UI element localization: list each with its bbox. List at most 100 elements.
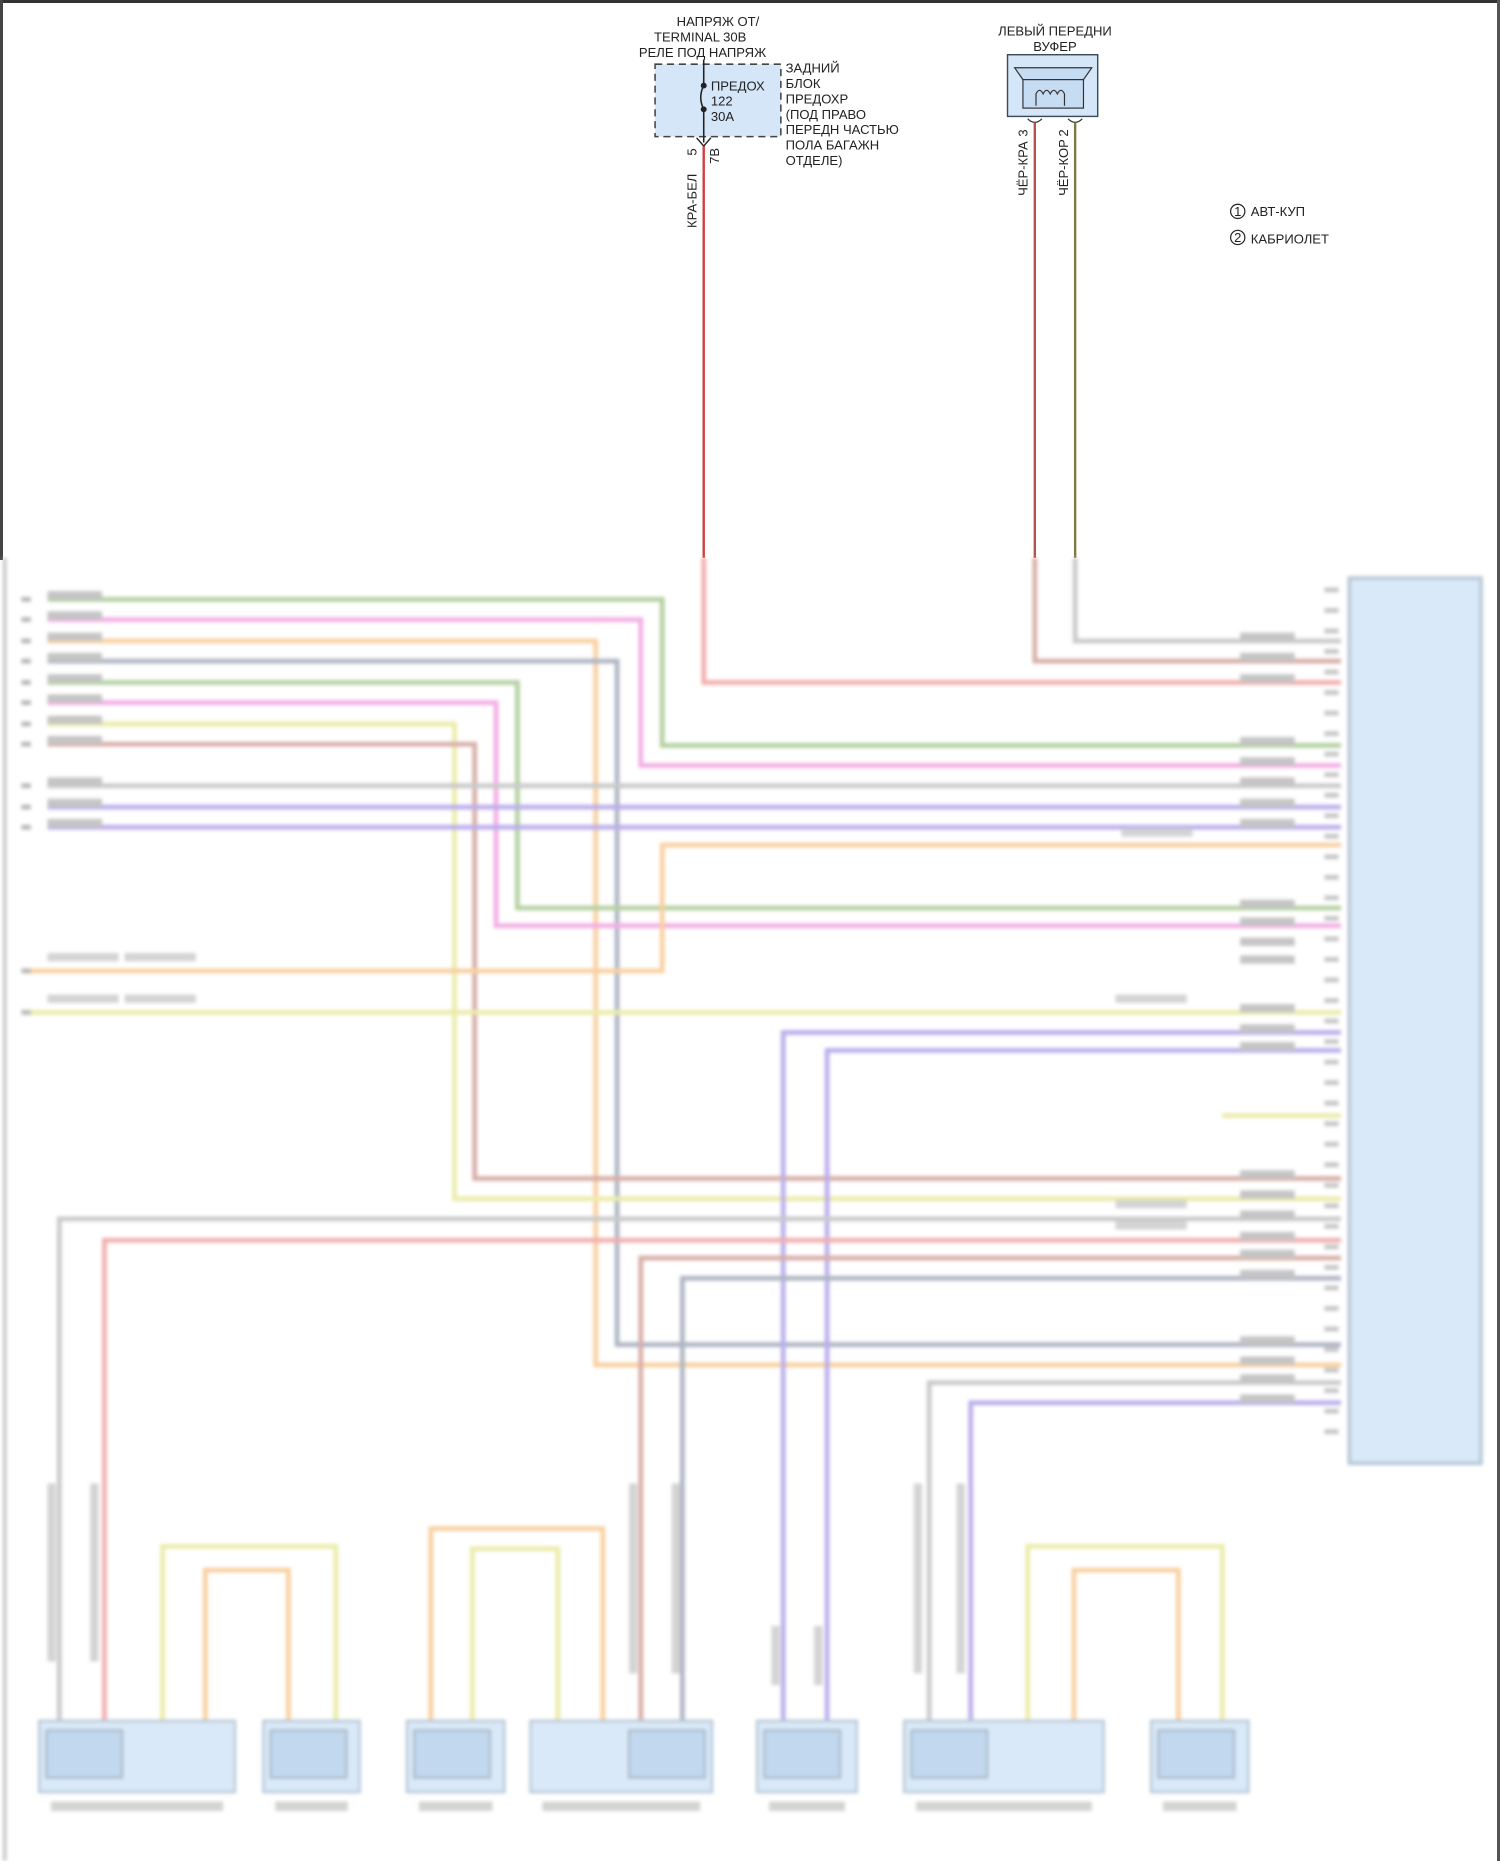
legend-marker-1 xyxy=(1230,203,1246,220)
legend-num-1: 1 xyxy=(1234,204,1241,219)
block-label-line: ПРЕДОХР xyxy=(786,91,849,106)
wire-26 xyxy=(160,1544,339,1721)
connector-pin xyxy=(1324,587,1339,593)
wire-12 xyxy=(23,842,1341,974)
wire-6 xyxy=(47,700,1341,929)
harness-pin xyxy=(21,783,31,789)
connector-pin xyxy=(1324,1121,1339,1127)
wire-label-blurred xyxy=(1240,955,1295,964)
connector-pin xyxy=(1324,690,1339,695)
blurred-harness-section xyxy=(2,557,1483,1861)
wire-label-blurred xyxy=(47,1483,56,1662)
component-label-blurred xyxy=(1162,1801,1237,1812)
wire-label-blurred xyxy=(1240,1374,1295,1383)
speaker-wire-label-1: ЧЁР-КРА xyxy=(1016,141,1031,196)
connector-pin xyxy=(1324,1244,1339,1250)
wire-label-blurred xyxy=(1240,1394,1295,1403)
connector-pin xyxy=(1324,1326,1339,1332)
component-label-blurred xyxy=(418,1801,493,1812)
wire-label-blurred xyxy=(1240,917,1295,926)
speaker-pin-3: 3 xyxy=(1016,129,1031,136)
wire-label-blurred xyxy=(1240,1231,1295,1241)
wire-label-blurred xyxy=(1240,632,1295,641)
wire-4 xyxy=(47,658,1341,1348)
wire-label-blurred xyxy=(47,777,103,786)
connector-pin xyxy=(1324,936,1339,942)
wire-label-blurred xyxy=(1240,1170,1295,1179)
wire-18 xyxy=(1072,557,1341,644)
connector-pin xyxy=(1324,1306,1339,1311)
wire-15 xyxy=(824,1047,1341,1721)
wire-label-blurred xyxy=(1240,1210,1295,1219)
component-label-blurred xyxy=(916,1801,1092,1812)
connector-pin xyxy=(1324,977,1339,983)
connector-pin xyxy=(1324,1203,1339,1209)
block-label-line: (ПОД ПРАВО xyxy=(786,107,866,122)
legend: 1 АВТ-КУП 2 КАБРИОЛЕТ xyxy=(1230,203,1329,246)
wire-label-blurred xyxy=(1240,1356,1295,1365)
wire-label-blurred xyxy=(1240,737,1295,746)
wire-label-blurred xyxy=(1240,899,1295,908)
harness-wires xyxy=(21,557,1341,1721)
harness-pin xyxy=(21,968,31,974)
wire-label-blurred xyxy=(1115,994,1187,1003)
connector-pin xyxy=(1324,1429,1339,1435)
speaker-pin-2: 2 xyxy=(1056,129,1071,136)
connector-pin xyxy=(1324,1223,1339,1229)
bottom-components xyxy=(37,1719,1250,1812)
speaker-title-line-2: ВУФЕР xyxy=(1033,39,1077,54)
wire-label-blurred xyxy=(1240,1042,1295,1051)
wire-label-blurred xyxy=(124,994,196,1003)
wire-label-blurred xyxy=(1240,1004,1295,1013)
legend-num-2: 2 xyxy=(1234,230,1241,245)
fuse-block-outline xyxy=(654,63,782,138)
harness-pin xyxy=(21,824,31,830)
pin-right-label: 7B xyxy=(707,148,722,164)
wire-14 xyxy=(780,1030,1341,1721)
wire-label-blurred xyxy=(124,953,196,962)
wire-8 xyxy=(47,741,1341,1181)
wire-label-blurred xyxy=(1240,652,1295,662)
block-label-line: БЛОК xyxy=(786,76,821,91)
wire-label-blurred xyxy=(47,674,103,683)
harness-pin xyxy=(21,638,31,644)
wire-label-blurred xyxy=(47,818,103,828)
connector-pin xyxy=(1324,957,1339,962)
wire-21 xyxy=(638,1255,1341,1721)
wire-label-blurred xyxy=(47,591,103,600)
speaker-icon xyxy=(763,1729,841,1779)
wire-label-blurred xyxy=(1240,1190,1295,1199)
connector-pin xyxy=(1324,1182,1339,1188)
wire-24 xyxy=(968,1400,1341,1721)
speaker-icon xyxy=(269,1729,348,1779)
block-label-line: ПОЛА БАГАЖН xyxy=(786,138,880,153)
connector-pin xyxy=(1324,916,1339,921)
connector-pin xyxy=(1324,1408,1339,1414)
connector-pin xyxy=(1324,669,1339,675)
component-label-blurred xyxy=(542,1801,701,1812)
connector-pin xyxy=(1324,1347,1339,1352)
wire-label-blurred xyxy=(1240,798,1295,808)
connector-pin xyxy=(1324,813,1339,819)
wire-label-blurred xyxy=(47,715,103,725)
legend-marker-2 xyxy=(1230,229,1246,246)
connector-pin xyxy=(1324,1265,1339,1270)
speaker-title-line-1: ЛЕВЫЙ ПЕРЕДНИ xyxy=(998,24,1112,39)
wire-label-blurred xyxy=(628,1483,638,1674)
connector-pin xyxy=(1324,1285,1339,1291)
connector-pin xyxy=(1324,833,1339,839)
frame-border-left xyxy=(0,0,3,560)
speaker-icon xyxy=(413,1729,491,1779)
speaker-icon xyxy=(45,1729,123,1779)
speaker-icon xyxy=(1157,1729,1235,1779)
supply-title-line-3: РЕЛЕ ПОД НАПРЯЖ xyxy=(639,45,766,60)
wire-30 xyxy=(1025,1544,1225,1721)
wire-5 xyxy=(47,680,1341,911)
wire-label-blurred xyxy=(1240,1249,1295,1259)
connector-pin xyxy=(1324,772,1339,778)
wire-16 xyxy=(701,557,1341,685)
wire-tags xyxy=(47,591,1295,1686)
harness-pin xyxy=(21,1010,31,1015)
